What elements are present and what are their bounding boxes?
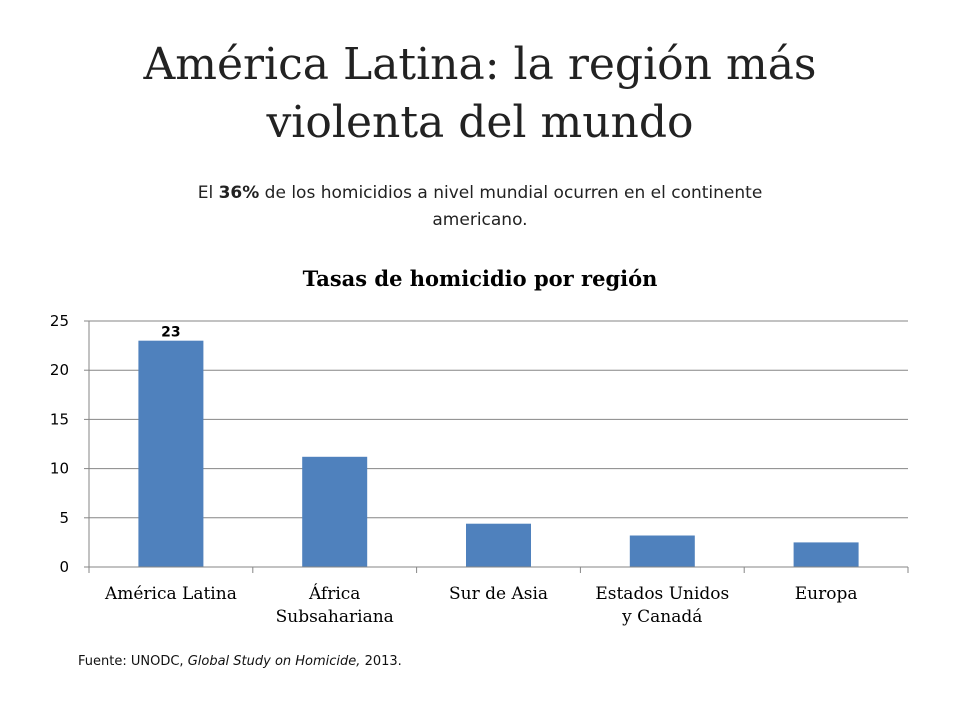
subtitle-highlight-percent: 36% xyxy=(218,183,260,203)
subtitle-text-before: El xyxy=(197,183,219,203)
y-tick-label: 5 xyxy=(59,509,69,527)
bar-data-label: 23 xyxy=(161,325,180,341)
x-category-label: Sur de Asia xyxy=(449,584,548,604)
y-tick-label: 0 xyxy=(59,558,69,576)
y-tick-label: 10 xyxy=(50,460,69,478)
x-category-label: Europa xyxy=(795,584,858,604)
slide-subtitle: El 36% de los homicidios a nivel mundial… xyxy=(150,180,810,234)
bar-3 xyxy=(466,523,531,567)
source-prefix: Fuente: UNODC, xyxy=(78,654,188,669)
x-category-label: América Latina xyxy=(104,584,237,604)
x-category-label: Subsahariana xyxy=(276,607,394,627)
chart-title: Tasas de homicidio por región xyxy=(302,266,658,291)
bar-2 xyxy=(302,456,368,567)
x-category-label: Estados Unidos xyxy=(595,584,729,604)
slide-title: América Latina: la región más violenta d… xyxy=(0,36,960,152)
source-suffix: 2013. xyxy=(360,654,402,669)
x-category-label: y Canadá xyxy=(621,607,702,627)
source-note: Fuente: UNODC, Global Study on Homicide,… xyxy=(78,654,402,669)
y-tick-label: 25 xyxy=(50,312,69,330)
bar-5 xyxy=(793,542,859,567)
subtitle-text-after: de los homicidios a nivel mundial ocurre… xyxy=(259,183,763,230)
bar-1 xyxy=(138,340,204,567)
slide-title-line-2: violenta del mundo xyxy=(266,97,694,148)
source-work-title: Global Study on Homicide, xyxy=(187,654,361,669)
bar-chart: 0 5 10 15 20 25 23 América Latina África Subsahar… xyxy=(50,312,909,627)
slide-title-line-1: América Latina: la región más xyxy=(143,39,817,90)
y-tick-label: 20 xyxy=(50,361,69,379)
x-category-label: África xyxy=(308,583,361,604)
y-tick-label: 15 xyxy=(50,410,69,428)
bar-4 xyxy=(629,535,695,567)
